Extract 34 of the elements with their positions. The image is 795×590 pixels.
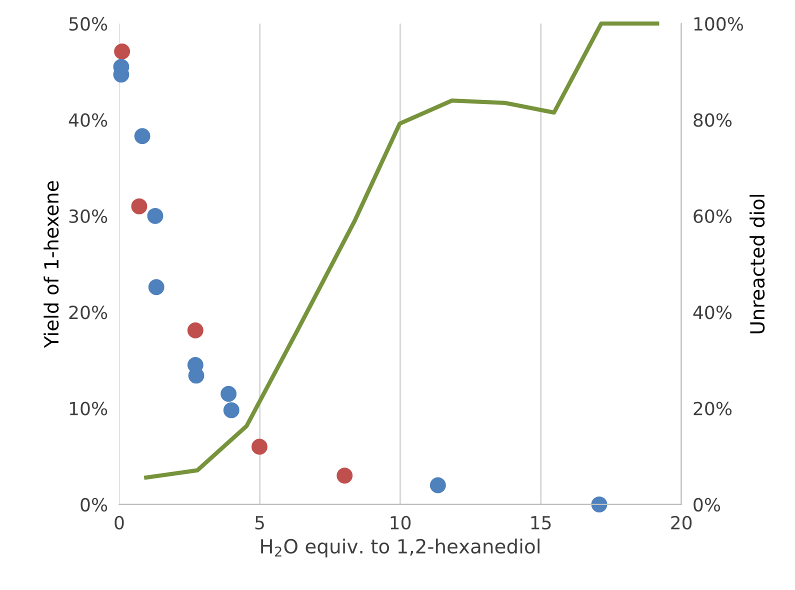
y2-axis-title: Unreacted diol	[750, 194, 765, 334]
x-tick-label: 20	[671, 516, 692, 530]
y-tick-label: 20%	[69, 306, 108, 320]
line-series	[144, 22, 660, 480]
y-tick-label: 10%	[70, 402, 108, 416]
y2-tick-label: 60%	[694, 209, 732, 224]
point	[147, 208, 164, 224]
y-axis-title: Yield of 1-hexene	[44, 181, 59, 348]
point	[188, 368, 204, 384]
point	[134, 128, 150, 144]
y2-tick-label: 80%	[694, 113, 732, 127]
x-tick-label: 15	[531, 516, 551, 530]
y-tick-label: 0%	[80, 498, 108, 512]
point	[591, 496, 608, 512]
point	[131, 198, 148, 214]
x-tick-label: 10	[390, 516, 411, 530]
y-tick-label: 50%	[69, 17, 108, 31]
y-tick-label: 30%	[69, 209, 108, 224]
point	[148, 279, 164, 296]
x-axis-title: H$_{2}$O equiv. to 1,2-hexanediol	[261, 538, 540, 558]
point	[114, 44, 130, 60]
x-tick-label: 0	[114, 516, 124, 530]
y-tick-label: 40%	[68, 113, 108, 127]
point	[336, 468, 353, 484]
y2-tick-label: 40%	[693, 306, 732, 320]
x-tick-label: 5	[255, 516, 264, 530]
y2-tick-label: 20%	[694, 402, 732, 416]
point	[252, 438, 268, 455]
point	[430, 477, 446, 494]
point	[223, 402, 240, 418]
point	[220, 386, 237, 402]
y2-tick-label: 0%	[694, 498, 720, 512]
y2-tick-label: 100%	[694, 17, 744, 31]
point	[187, 322, 204, 338]
